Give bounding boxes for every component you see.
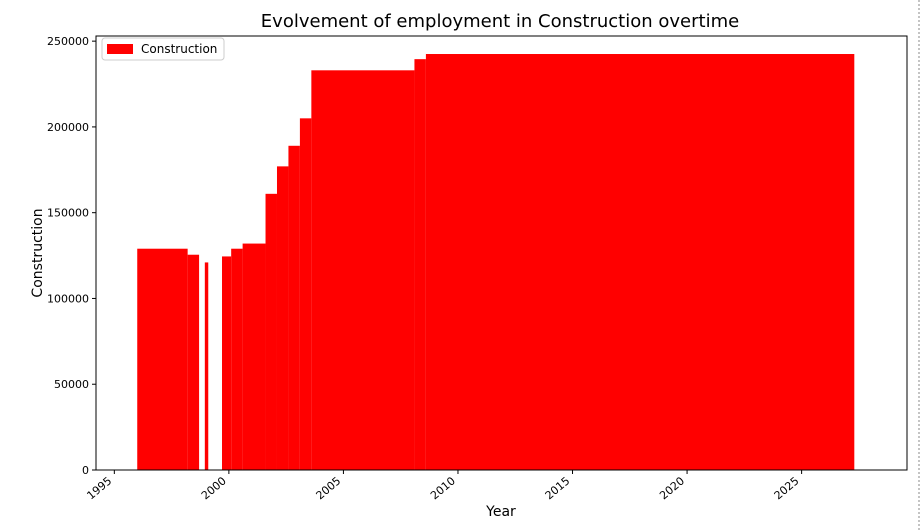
- y-tick-label: 0: [82, 464, 89, 477]
- bar-3: [222, 256, 232, 470]
- y-axis: 0 50000 100000 150000 200000 250000: [47, 35, 96, 477]
- bar-7: [276, 166, 289, 470]
- legend-swatch: [107, 44, 133, 54]
- bars-layer: [137, 54, 855, 471]
- legend-label: Construction: [141, 42, 217, 56]
- x-axis: 1995 2000 2005 2010 2015 2020 2025: [84, 470, 803, 502]
- plot-frame: [95, 35, 908, 471]
- chart-title: Evolvement of employment in Construction…: [261, 11, 739, 32]
- bar-11: [414, 59, 426, 470]
- y-tick-label: 100000: [47, 292, 89, 305]
- bar-9: [299, 118, 312, 470]
- bar-0: [137, 248, 188, 470]
- y-tick-label: 150000: [47, 207, 89, 220]
- y-tick-label: 250000: [47, 35, 89, 48]
- bar-4: [231, 248, 243, 470]
- y-tick-label: 200000: [47, 121, 89, 134]
- x-tick-label: 2025: [772, 474, 802, 502]
- bar-1: [187, 254, 200, 470]
- bar-2: [204, 262, 209, 470]
- legend: Construction: [101, 37, 225, 61]
- x-tick-label: 2010: [428, 474, 458, 502]
- y-tick-label: 50000: [54, 378, 89, 391]
- bar-12: [425, 54, 855, 470]
- x-axis-label: Year: [485, 504, 516, 520]
- x-tick-label: 2015: [543, 474, 573, 502]
- bar-8: [288, 145, 300, 471]
- y-axis-label: Construction: [30, 208, 46, 297]
- x-tick-label: 2005: [314, 474, 344, 502]
- legend-box: [101, 37, 225, 61]
- x-tick-label: 1995: [84, 474, 114, 502]
- bar-5: [242, 243, 266, 470]
- x-tick-label: 2020: [657, 474, 687, 502]
- x-tick-label: 2000: [199, 474, 229, 502]
- bar-6: [265, 193, 277, 470]
- bar-10: [311, 70, 415, 470]
